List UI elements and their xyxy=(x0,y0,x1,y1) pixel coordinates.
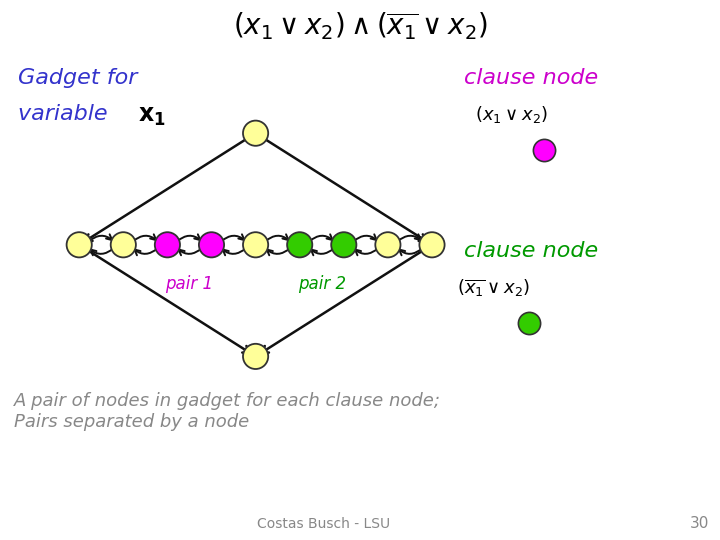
Circle shape xyxy=(66,232,91,258)
Circle shape xyxy=(155,232,180,258)
Circle shape xyxy=(111,232,136,258)
Circle shape xyxy=(331,232,356,258)
Circle shape xyxy=(199,232,224,258)
Circle shape xyxy=(419,232,445,258)
Text: 30: 30 xyxy=(690,516,709,531)
Circle shape xyxy=(243,120,268,146)
Text: pair 2: pair 2 xyxy=(297,275,346,293)
Text: variable: variable xyxy=(18,104,114,124)
Circle shape xyxy=(243,344,268,369)
Text: clause node: clause node xyxy=(464,69,598,89)
Circle shape xyxy=(243,232,268,258)
Circle shape xyxy=(287,232,312,258)
Circle shape xyxy=(375,232,400,258)
Text: $(\overline{x_1} \vee x_2)$: $(\overline{x_1} \vee x_2)$ xyxy=(457,277,530,299)
Text: pair 1: pair 1 xyxy=(166,275,214,293)
Text: Gadget for: Gadget for xyxy=(18,69,138,89)
Text: clause node: clause node xyxy=(464,241,598,261)
Text: Costas Busch - LSU: Costas Busch - LSU xyxy=(258,517,390,531)
Text: A pair of nodes in gadget for each clause node;
Pairs separated by a node: A pair of nodes in gadget for each claus… xyxy=(14,393,441,431)
Text: $(x_1 \vee x_2) \wedge (\overline{x_1} \vee x_2)$: $(x_1 \vee x_2) \wedge (\overline{x_1} \… xyxy=(233,11,487,43)
Text: $(x_1 \vee x_2)$: $(x_1 \vee x_2)$ xyxy=(475,104,548,125)
Text: $\mathbf{x_1}$: $\mathbf{x_1}$ xyxy=(138,104,166,129)
